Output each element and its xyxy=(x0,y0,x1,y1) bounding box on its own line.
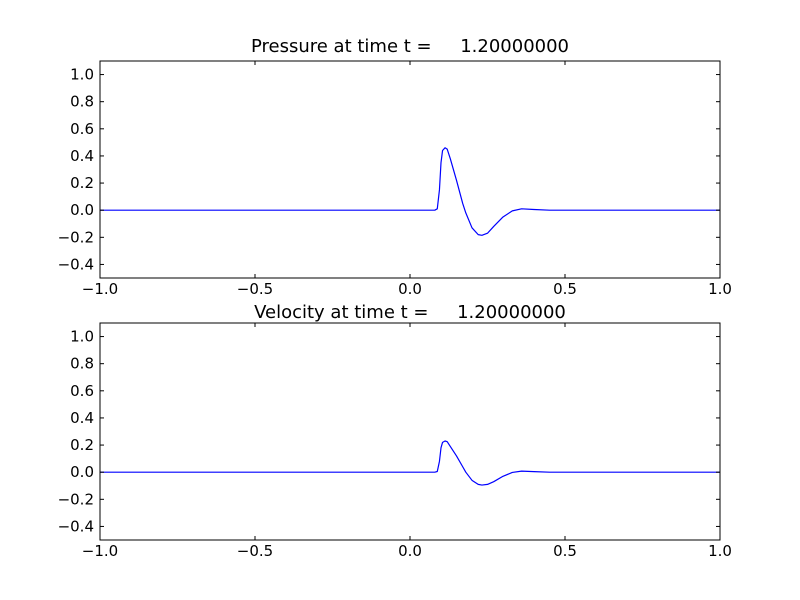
subplot-pressure: −1.0 −0.5 0.0 0.5 1.0 −0.4 −0.2 0.0 0.2 0.4 0.6 0.8… xyxy=(58,36,732,298)
axes-frame xyxy=(99,322,721,541)
pressure-line xyxy=(100,147,720,236)
chart-title: Velocity at time t = 1.20000000 xyxy=(254,302,566,323)
y-tick-label: 0.6 xyxy=(70,120,94,138)
y-tick-label: −0.2 xyxy=(58,490,94,508)
velocity-line xyxy=(100,440,720,486)
x-tick-label: −1.0 xyxy=(82,542,118,560)
x-tick-label: 0.0 xyxy=(398,280,422,298)
chart-title: Pressure at time t = 1.20000000 xyxy=(251,36,569,57)
y-tick-label: 0.0 xyxy=(70,201,94,219)
x-tick-label: 0.0 xyxy=(398,542,422,560)
y-tick-label: 0.4 xyxy=(70,147,94,165)
y-tick-label: −0.4 xyxy=(58,255,94,273)
y-tick-label: 0.0 xyxy=(70,463,94,481)
x-tick-label: −0.5 xyxy=(237,542,273,560)
y-tick-label: 0.4 xyxy=(70,409,94,427)
x-tick-label: 1.0 xyxy=(708,280,732,298)
axes-frame xyxy=(99,60,721,279)
y-tick-label: 0.2 xyxy=(70,436,94,454)
y-tick-label: −0.2 xyxy=(58,228,94,246)
y-tick-label: 1.0 xyxy=(70,66,94,84)
x-tick-label: 1.0 xyxy=(708,542,732,560)
x-tick-label: −1.0 xyxy=(82,280,118,298)
y-tick-label: 0.2 xyxy=(70,174,94,192)
y-tick-label: −0.4 xyxy=(58,517,94,535)
x-tick-label: −0.5 xyxy=(237,280,273,298)
x-tick-label: 0.5 xyxy=(553,542,577,560)
y-tick-label: 0.8 xyxy=(70,93,94,111)
subplot-velocity: −1.0 −0.5 0.0 0.5 1.0 −0.4 −0.2 0.0 0.2 0.4 0.6 0.8… xyxy=(58,302,732,560)
x-tick-label: 0.5 xyxy=(553,280,577,298)
y-tick-label: 0.8 xyxy=(70,355,94,373)
y-tick-label: 1.0 xyxy=(70,328,94,346)
y-tick-label: 0.6 xyxy=(70,382,94,400)
